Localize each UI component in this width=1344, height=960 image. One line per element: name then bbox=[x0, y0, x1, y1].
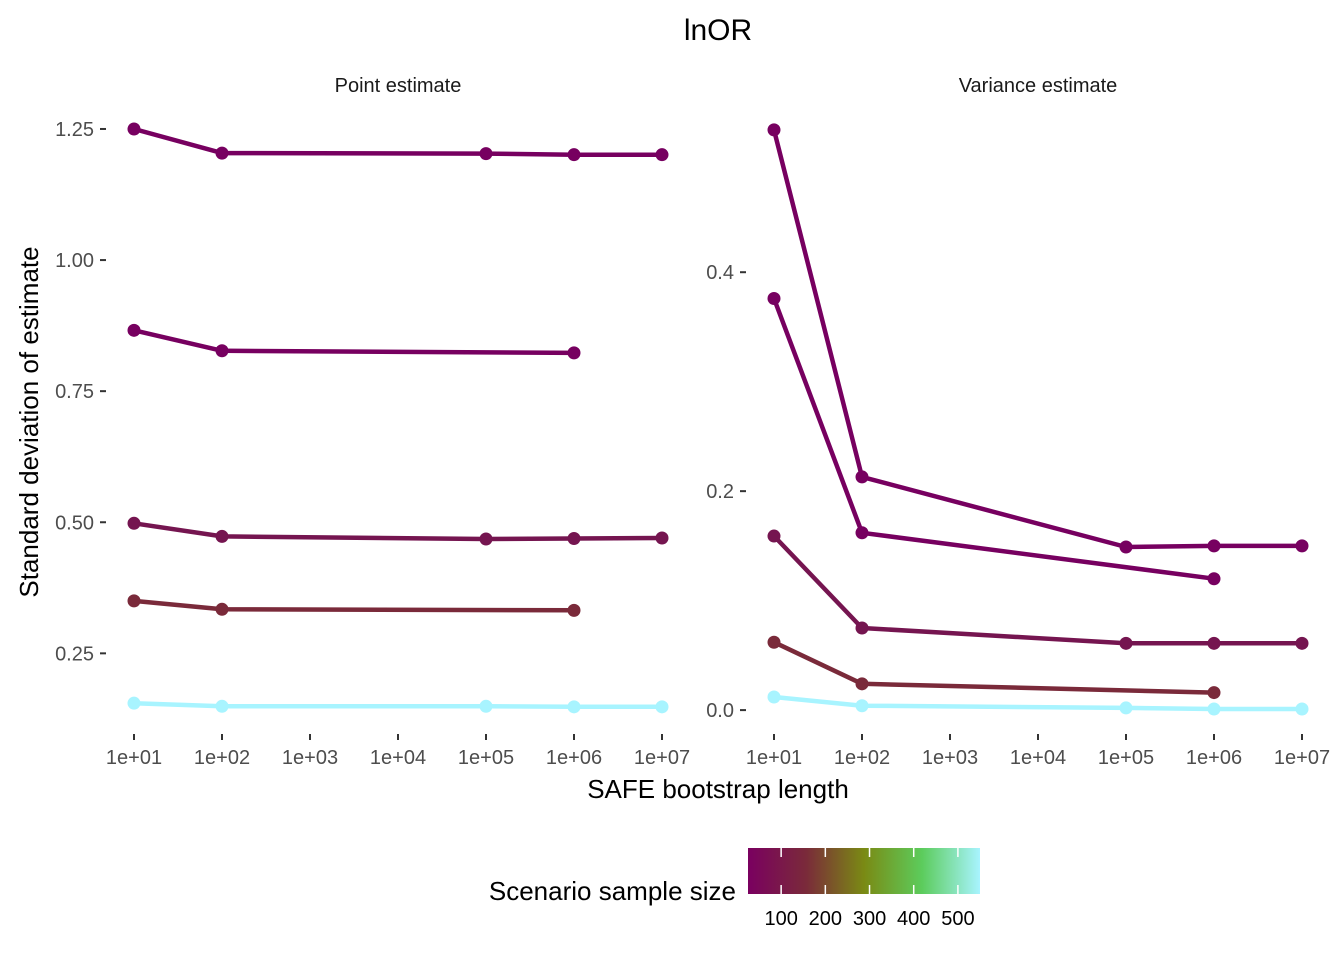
data-point bbox=[1207, 539, 1221, 553]
data-point bbox=[567, 532, 581, 546]
series-line bbox=[131, 598, 577, 613]
panel-variance-estimate: 0.0 0.2 0.4 1e+01 1e+02 1e+03 1e+04 1e+05 1e+06 1… bbox=[706, 123, 1330, 769]
data-point bbox=[479, 147, 493, 161]
series-line bbox=[131, 521, 665, 542]
data-point bbox=[767, 291, 781, 305]
x-tick-label: 1e+01 bbox=[746, 747, 802, 769]
x-tick-label: 1e+03 bbox=[922, 747, 978, 769]
data-point bbox=[127, 594, 141, 608]
chart-title: lnOR bbox=[684, 14, 752, 47]
x-tick-label: 1e+04 bbox=[1010, 747, 1066, 769]
y-tick-label: 1.00 bbox=[55, 250, 94, 272]
panel-title-point: Point estimate bbox=[335, 75, 462, 97]
y-tick-label: 0.0 bbox=[706, 700, 734, 722]
series-line bbox=[131, 700, 665, 710]
data-point bbox=[855, 677, 869, 691]
data-point bbox=[1295, 636, 1309, 650]
y-tick-label: 0.2 bbox=[706, 481, 734, 503]
data-point bbox=[655, 531, 669, 545]
series-line bbox=[771, 127, 1305, 550]
x-axis-label: SAFE bootstrap length bbox=[587, 774, 849, 804]
panel-title-variance: Variance estimate bbox=[959, 75, 1118, 97]
data-point bbox=[127, 516, 141, 530]
data-point bbox=[1207, 572, 1221, 586]
series-line bbox=[131, 328, 577, 356]
y-tick-label: 0.25 bbox=[55, 643, 94, 665]
data-point bbox=[767, 123, 781, 137]
data-point bbox=[127, 323, 141, 337]
x-tick-label: 1e+03 bbox=[282, 747, 338, 769]
data-point bbox=[567, 700, 581, 714]
data-point bbox=[1119, 701, 1133, 715]
legend-tick-label: 300 bbox=[853, 908, 886, 930]
x-tick-label: 1e+01 bbox=[106, 747, 162, 769]
y-axis-label: Standard deviation of estimate bbox=[14, 246, 44, 597]
data-point bbox=[127, 122, 141, 136]
data-point bbox=[1207, 686, 1221, 700]
data-point bbox=[215, 146, 229, 160]
legend-tick-label: 500 bbox=[941, 908, 974, 930]
data-point bbox=[215, 699, 229, 713]
data-point bbox=[1295, 539, 1309, 553]
series-line bbox=[771, 296, 1217, 581]
data-point bbox=[567, 346, 581, 360]
data-point bbox=[855, 526, 869, 540]
data-point bbox=[479, 699, 493, 713]
x-tick-label: 1e+06 bbox=[546, 747, 602, 769]
data-point bbox=[1295, 702, 1309, 716]
x-tick-label: 1e+05 bbox=[458, 747, 514, 769]
data-point bbox=[127, 696, 141, 710]
data-point bbox=[855, 699, 869, 713]
y-tick-label: 0.50 bbox=[55, 512, 94, 534]
series-line bbox=[771, 639, 1217, 695]
legend-colorbar bbox=[748, 848, 980, 894]
x-tick-label: 1e+07 bbox=[1274, 747, 1330, 769]
legend-title: Scenario sample size bbox=[489, 876, 736, 906]
legend-tick-label: 200 bbox=[809, 908, 842, 930]
x-tick-label: 1e+07 bbox=[634, 747, 690, 769]
data-point bbox=[1119, 540, 1133, 554]
x-tick-label: 1e+02 bbox=[834, 747, 890, 769]
legend: Scenario sample size 100 200 300 400 500 bbox=[489, 848, 980, 930]
data-point bbox=[855, 621, 869, 635]
data-point bbox=[767, 529, 781, 543]
y-tick-label: 0.75 bbox=[55, 381, 94, 403]
x-tick-label: 1e+06 bbox=[1186, 747, 1242, 769]
data-point bbox=[215, 344, 229, 358]
x-tick-label: 1e+04 bbox=[370, 747, 426, 769]
series-line bbox=[131, 126, 665, 157]
data-point bbox=[215, 529, 229, 543]
x-tick-label: 1e+02 bbox=[194, 747, 250, 769]
data-point bbox=[215, 602, 229, 616]
panel-point-estimate: 0.25 0.50 0.75 1.00 1.25 1e+01 1e+02 1e+03 1e+04… bbox=[55, 119, 690, 769]
data-point bbox=[1207, 702, 1221, 716]
data-point bbox=[855, 470, 869, 484]
data-point bbox=[1119, 636, 1133, 650]
y-tick-label: 0.4 bbox=[706, 262, 734, 284]
legend-tick-label: 100 bbox=[764, 908, 797, 930]
data-point bbox=[1207, 636, 1221, 650]
series-line bbox=[771, 533, 1305, 646]
data-point bbox=[567, 148, 581, 162]
series-line bbox=[771, 694, 1305, 712]
legend-tick-label: 400 bbox=[897, 908, 930, 930]
data-point bbox=[767, 635, 781, 649]
data-point bbox=[479, 532, 493, 546]
data-point bbox=[567, 603, 581, 617]
data-point bbox=[655, 700, 669, 714]
data-point bbox=[655, 148, 669, 162]
x-tick-label: 1e+05 bbox=[1098, 747, 1154, 769]
data-point bbox=[767, 690, 781, 704]
y-tick-label: 1.25 bbox=[55, 119, 94, 141]
